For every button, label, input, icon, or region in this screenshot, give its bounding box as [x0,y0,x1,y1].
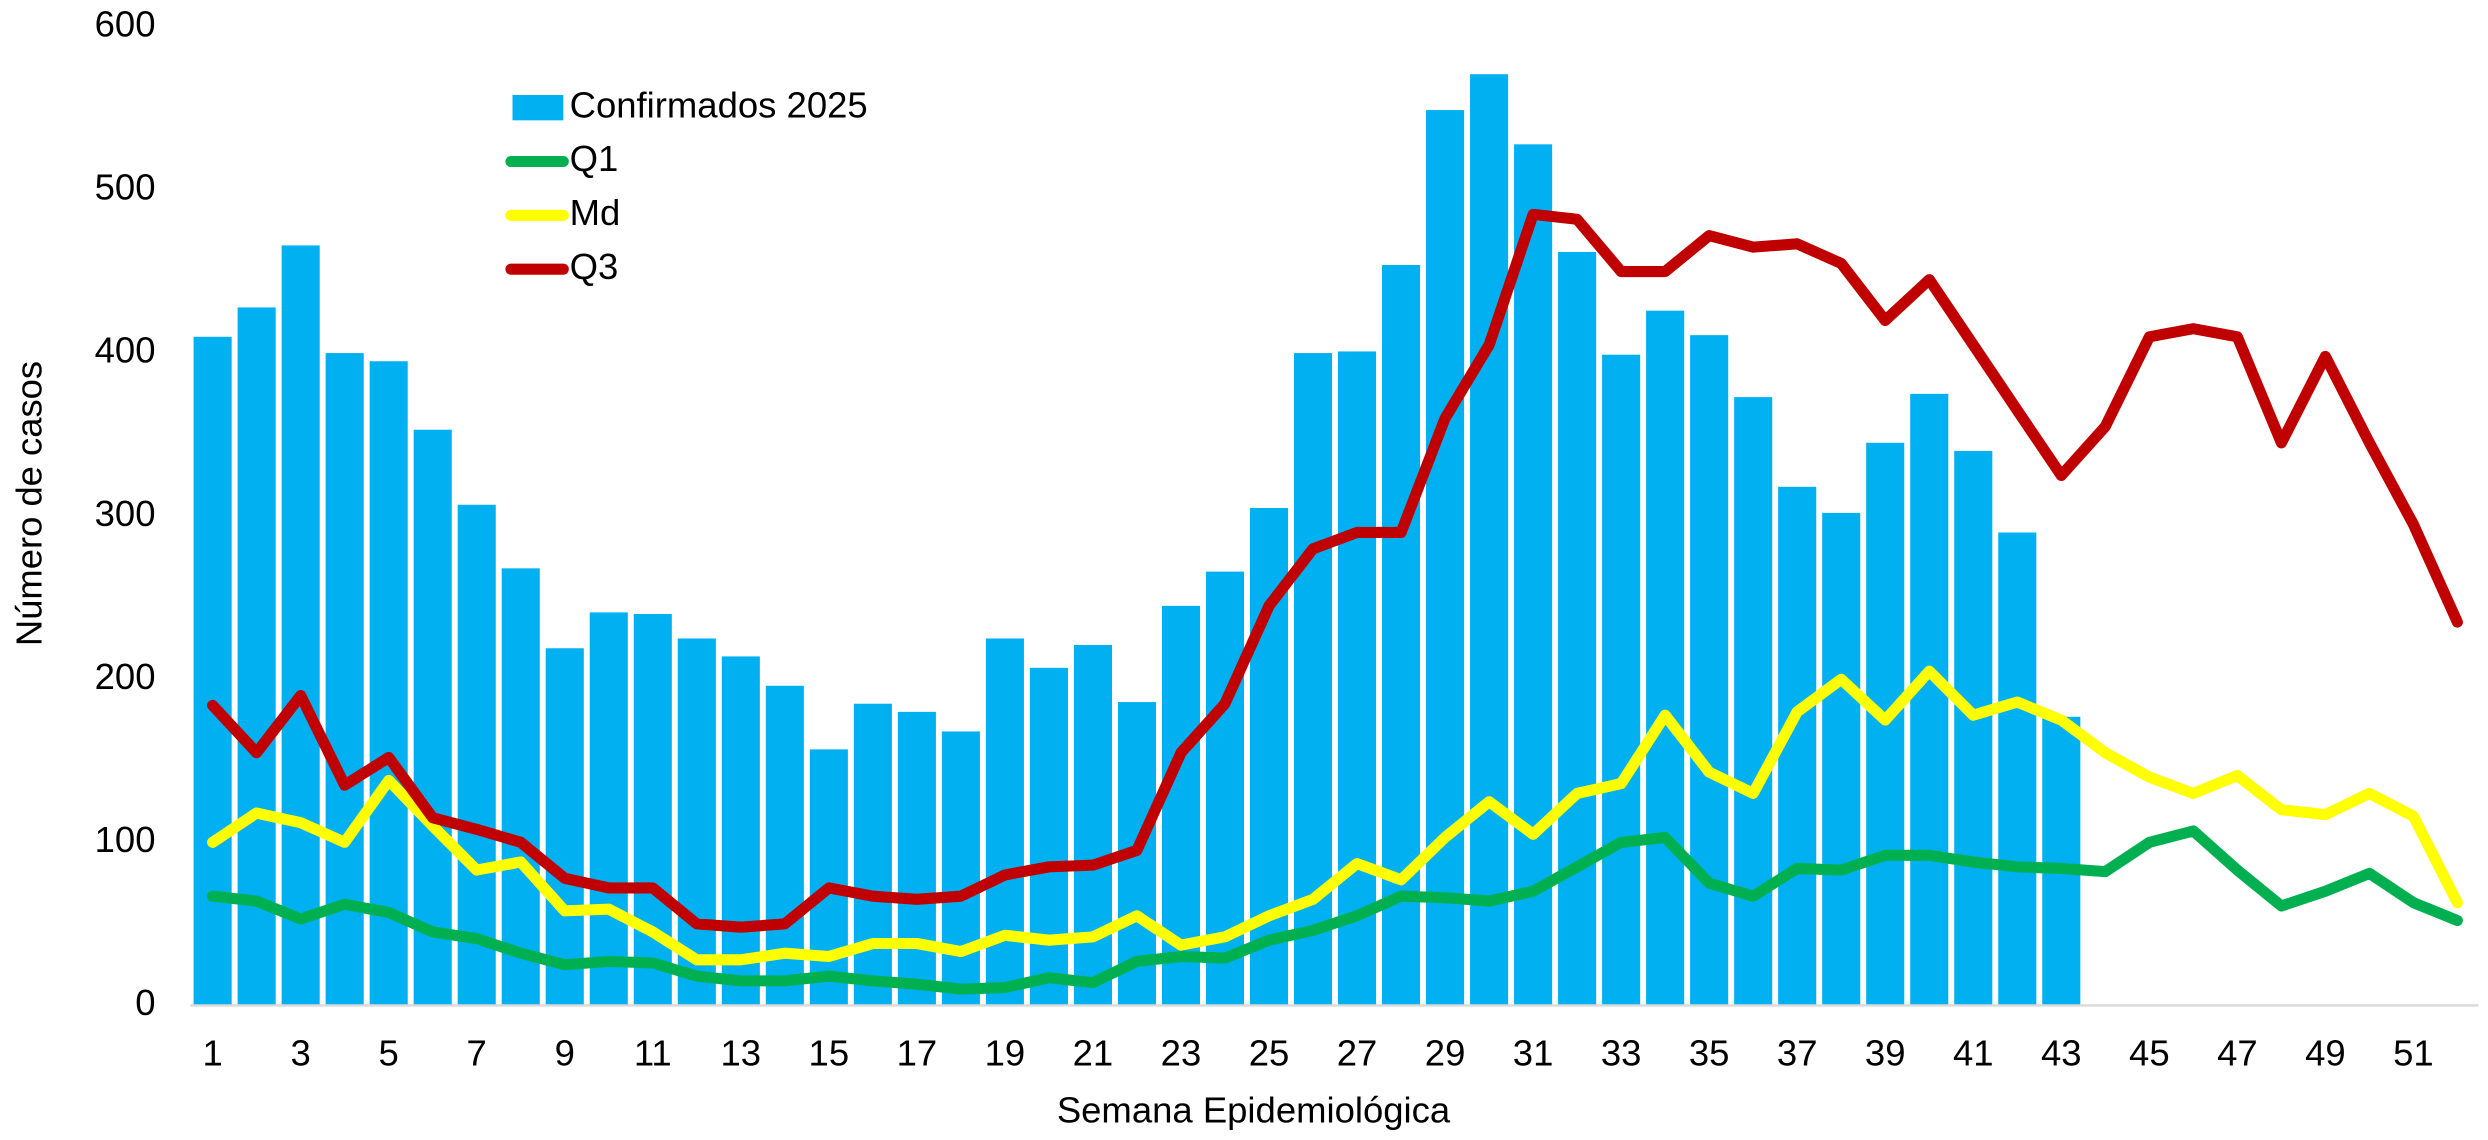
bar [721,656,760,1006]
bar [1646,310,1685,1006]
bar [1954,450,1993,1006]
bar [1558,251,1597,1006]
x-tick-label: 49 [2305,1033,2346,1074]
legend-label: Q1 [570,138,619,179]
bar [1029,667,1068,1006]
legend-label: Md [570,192,621,233]
bar [1514,144,1553,1006]
legend-swatch [512,95,564,121]
bar [501,568,540,1006]
legend-label: Q3 [570,246,619,287]
line [207,208,2463,933]
x-tick-label: 23 [1161,1033,1202,1074]
x-tick-label: 5 [379,1033,399,1074]
bar [809,749,848,1006]
x-tick-label: 13 [721,1033,762,1074]
x-tick-label: 51 [2393,1033,2434,1074]
x-tick-label: 9 [555,1033,575,1074]
y-tick-label: 100 [95,819,156,860]
line [207,825,2463,995]
bar [897,711,936,1006]
y-tick-label: 200 [95,656,156,697]
y-tick-label: 300 [95,493,156,534]
bar [281,245,320,1006]
bar [237,307,276,1006]
x-tick-label: 17 [897,1033,938,1074]
bar [853,703,892,1006]
x-tick-label: 1 [202,1033,222,1074]
y-tick-label: 600 [95,4,156,45]
bar [369,361,408,1006]
bar [1426,110,1465,1006]
line [207,665,2463,966]
x-tick-label: 7 [467,1033,487,1074]
bar [2042,716,2081,1006]
bar [1910,393,1949,1006]
bar [193,336,232,1006]
x-tick-label: 45 [2129,1033,2170,1074]
x-tick-label: 31 [1513,1033,1554,1074]
bar [677,638,716,1006]
y-tick-label: 0 [135,982,155,1023]
bar [1822,512,1861,1006]
x-axis-title: Semana Epidemiológica [1057,1090,1451,1131]
bar [1690,335,1729,1006]
x-tick-label: 29 [1425,1033,1466,1074]
x-tick-label: 21 [1073,1033,1114,1074]
bar [589,612,628,1006]
bar [985,638,1024,1006]
bar [1998,532,2037,1006]
legend-label: Confirmados 2025 [570,84,868,125]
x-tick-label: 33 [1601,1033,1642,1074]
bar [545,648,584,1006]
x-tick-label: 43 [2041,1033,2082,1074]
y-axis-title: Número de casos [8,361,49,646]
y-tick-label: 400 [95,330,156,371]
x-tick-label: 27 [1337,1033,1378,1074]
x-tick-label: 3 [291,1033,311,1074]
bar [941,731,980,1006]
bar [1337,351,1377,1006]
x-tick-label: 15 [809,1033,850,1074]
x-tick-label: 25 [1249,1033,1290,1074]
x-tick-label: 47 [2217,1033,2258,1074]
bar [413,429,452,1006]
bar [1470,74,1509,1006]
x-tick-label: 35 [1689,1033,1730,1074]
x-tick-label: 41 [1953,1033,1994,1074]
x-tick-label: 19 [985,1033,1026,1074]
x-tick-label: 37 [1777,1033,1818,1074]
bar [1734,397,1773,1006]
bar [325,353,364,1006]
x-tick-label: 39 [1865,1033,1906,1074]
x-tick-label: 11 [634,1033,672,1074]
bar [1602,354,1641,1006]
bar [1073,645,1112,1006]
y-tick-label: 500 [95,167,156,208]
bar [457,504,496,1006]
